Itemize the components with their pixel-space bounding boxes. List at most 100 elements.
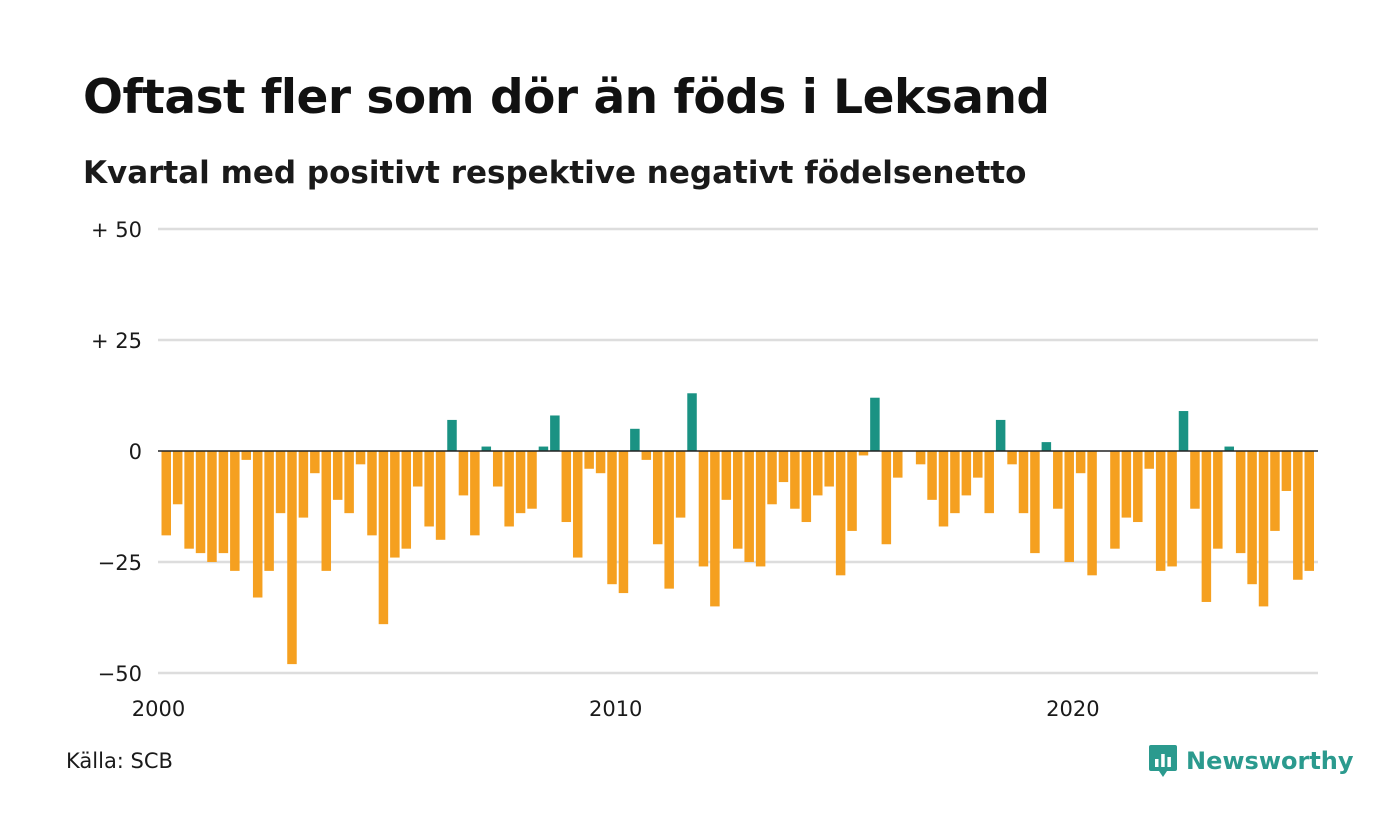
bar-negative <box>1155 451 1166 571</box>
bar-negative <box>1190 451 1200 509</box>
bar-negative <box>184 451 194 549</box>
bar-negative <box>1053 451 1063 509</box>
bar-negative <box>1133 451 1143 523</box>
bar-negative <box>824 451 834 487</box>
bar-negative <box>835 451 846 576</box>
bar-negative <box>1247 451 1257 585</box>
bar-negative <box>287 451 297 665</box>
bar-negative <box>390 451 400 558</box>
bar-negative <box>1167 451 1177 567</box>
bar-negative <box>984 451 994 514</box>
bar-negative <box>607 451 617 585</box>
bar-negative <box>675 451 686 518</box>
bar-negative <box>652 451 663 545</box>
bar-negative <box>641 451 652 460</box>
bar-negative <box>1144 451 1154 469</box>
bar-negative <box>1258 451 1269 607</box>
bar-negative <box>847 451 857 531</box>
bar-negative <box>401 451 412 549</box>
bar-negative <box>172 451 183 505</box>
y-tick-label: −25 <box>98 551 142 575</box>
x-axis-labels: 2000 2010 2020 <box>132 697 1100 721</box>
bar-negative <box>595 451 606 474</box>
gridlines <box>158 227 1318 675</box>
bar-negative <box>1293 451 1303 580</box>
bar-negative <box>1064 451 1074 562</box>
bar-negative <box>1110 451 1120 549</box>
bar-negative <box>1281 451 1292 491</box>
bar-negative <box>927 451 937 500</box>
chart-title: Oftast fler som dör än föds i Leksand <box>83 70 1050 125</box>
bar-negative <box>321 451 332 571</box>
bar-positive <box>995 419 1006 451</box>
bar-negative <box>218 451 229 554</box>
bar-positive <box>550 415 560 451</box>
bar-negative <box>572 451 583 558</box>
bar-negative <box>1087 451 1097 576</box>
bar-negative <box>561 451 572 523</box>
bar-negative <box>698 451 709 567</box>
bar-negative <box>378 451 389 625</box>
bar-negative <box>801 451 812 523</box>
bar-negative <box>1007 451 1017 465</box>
bar-negative <box>1201 451 1212 602</box>
bars <box>161 393 1314 665</box>
bar-negative <box>310 451 320 474</box>
bar-chart-logo-icon <box>1149 745 1177 777</box>
bar-negative <box>1270 451 1280 531</box>
bar-negative <box>813 451 823 496</box>
y-axis-labels: + 50 + 25 0 −25 −50 <box>91 218 142 686</box>
bar-negative <box>767 451 777 505</box>
bar-negative <box>1213 451 1223 549</box>
y-tick-label: 0 <box>129 440 142 464</box>
bar-negative <box>230 451 240 571</box>
x-tick-label: 2010 <box>589 697 642 721</box>
bar-negative <box>344 451 354 514</box>
bar-negative <box>778 451 789 483</box>
bar-negative <box>1121 451 1132 518</box>
bar-negative <box>618 451 629 594</box>
bar-negative <box>527 451 537 509</box>
bar-negative <box>195 451 206 554</box>
bar-negative <box>424 451 434 527</box>
bar-negative <box>961 451 972 496</box>
bar-negative <box>973 451 983 478</box>
bar-positive <box>687 393 697 451</box>
bar-negative <box>435 451 446 540</box>
bar-negative <box>492 451 503 487</box>
bar-positive <box>538 446 549 451</box>
bar-positive <box>1224 446 1234 451</box>
bar-negative <box>161 451 171 536</box>
bar-negative <box>367 451 377 536</box>
bar-negative <box>504 451 514 527</box>
bar-negative <box>515 451 526 514</box>
y-tick-label: + 25 <box>91 329 142 353</box>
bar-negative <box>275 451 286 514</box>
bar-negative <box>1030 451 1040 554</box>
bar-negative <box>584 451 594 469</box>
bar-negative <box>790 451 800 509</box>
bar-negative <box>252 451 263 598</box>
bar-positive <box>630 428 640 451</box>
bar-negative <box>664 451 674 589</box>
newsworthy-logo[interactable]: Newsworthy <box>1148 743 1354 779</box>
bar-negative <box>412 451 423 487</box>
bar-negative <box>915 451 926 465</box>
y-tick-label: + 50 <box>91 218 142 242</box>
bar-negative <box>355 451 366 465</box>
x-tick-label: 2000 <box>132 697 185 721</box>
bar-negative <box>950 451 960 514</box>
bar-negative <box>458 451 469 496</box>
bar-negative <box>938 451 949 527</box>
bar-negative <box>721 451 732 500</box>
bar-negative <box>1018 451 1029 514</box>
bar-negative <box>710 451 720 607</box>
source-credit: Källa: SCB <box>66 749 173 773</box>
bar-negative <box>858 451 869 456</box>
bar-negative <box>893 451 903 478</box>
bar-positive <box>1041 442 1052 451</box>
bar-negative <box>207 451 217 562</box>
bar-negative <box>755 451 766 567</box>
bar-positive <box>1178 411 1189 451</box>
